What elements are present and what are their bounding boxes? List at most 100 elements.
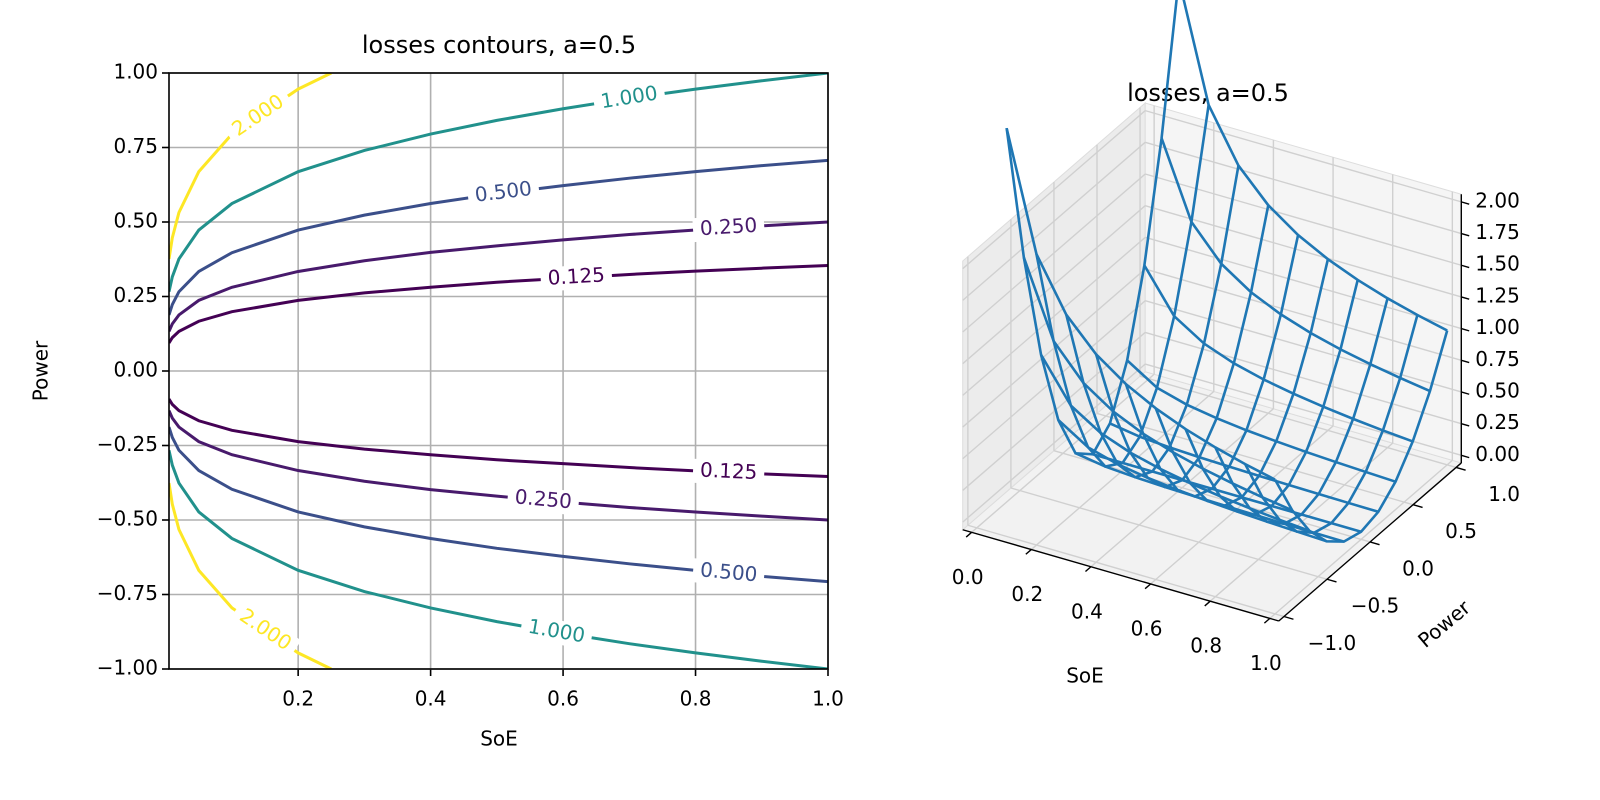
axes-frame xyxy=(168,72,829,670)
contour-label-text: 0.500 xyxy=(699,557,758,586)
grid-line xyxy=(1096,412,1414,506)
contour-label: 1.000 xyxy=(592,81,667,116)
x-axis-label: SoE xyxy=(480,727,518,751)
wire xyxy=(1005,127,1276,481)
tick xyxy=(1461,264,1470,269)
contour-line xyxy=(169,73,828,293)
x-tick-label: 0.2 xyxy=(282,687,314,711)
grid-line xyxy=(962,236,1146,396)
y-tick-label: 0.25 xyxy=(113,283,158,307)
contour-lines xyxy=(169,73,828,669)
label-background xyxy=(692,213,765,243)
contour-line xyxy=(169,73,332,260)
tick xyxy=(1204,600,1211,607)
wire xyxy=(1074,452,1345,543)
label-background xyxy=(506,485,580,516)
wire xyxy=(1182,0,1448,332)
tick xyxy=(1263,617,1271,624)
z-tick-label: 2.00 xyxy=(1475,188,1520,212)
grid-line xyxy=(962,363,1146,523)
grid-line xyxy=(1145,141,1462,235)
contour-line xyxy=(169,426,828,584)
y-tick-label: 0.50 xyxy=(113,209,158,233)
y-tick-label: 1.00 xyxy=(113,60,158,84)
label-background xyxy=(540,263,613,292)
grid-line xyxy=(1145,204,1462,298)
contour-label: 0.500 xyxy=(692,557,766,589)
x-tick-label: 1.0 xyxy=(1250,651,1282,675)
tick xyxy=(1455,466,1466,471)
y-tick-label: 0.5 xyxy=(1445,519,1477,543)
grid-line xyxy=(962,331,1146,491)
grid-line xyxy=(1145,173,1462,266)
grid-line xyxy=(1145,300,1462,393)
contour-line xyxy=(169,449,828,669)
y-tick-label: −0.50 xyxy=(97,507,158,531)
tick xyxy=(1369,541,1380,546)
contour-label: 0.250 xyxy=(692,213,765,243)
y-tick-label: 0.00 xyxy=(113,358,158,382)
y-axis-label: Power xyxy=(29,340,53,401)
wire xyxy=(1039,354,1310,533)
axis-line xyxy=(962,529,1279,622)
label-background xyxy=(222,86,295,147)
contour-label-text: 0.250 xyxy=(699,213,758,241)
tick xyxy=(1461,232,1470,237)
grid-line xyxy=(967,524,1285,618)
x-tick-label: 0.8 xyxy=(680,687,712,711)
label-background xyxy=(519,614,594,651)
wire xyxy=(1160,137,1431,393)
grid-line xyxy=(1145,109,1462,203)
x-tick-label: 0.6 xyxy=(1131,616,1163,640)
y-tick-label: −0.5 xyxy=(1351,594,1400,618)
grid-line xyxy=(1145,236,1462,330)
tick xyxy=(1461,391,1470,395)
contour-line xyxy=(169,220,828,332)
z-tick-label: 0.75 xyxy=(1475,347,1520,371)
grid-line xyxy=(1010,487,1328,580)
grid-line xyxy=(962,268,1146,428)
x-tick-label: 0.2 xyxy=(1011,582,1043,606)
z-tick-label: 1.25 xyxy=(1475,283,1520,307)
z-tick-label: 0.25 xyxy=(1475,410,1520,434)
x-tick-label: 0.4 xyxy=(1071,599,1103,623)
y-tick-label: −1.0 xyxy=(1308,631,1357,655)
tick xyxy=(1461,359,1470,364)
tick xyxy=(1084,566,1092,573)
x-tick-label: 0.6 xyxy=(547,687,579,711)
wire xyxy=(1273,330,1449,543)
z-tick-label: 0.00 xyxy=(1475,442,1520,466)
grid-line xyxy=(962,300,1146,460)
contour-line xyxy=(169,398,828,478)
grid-line xyxy=(962,173,1146,333)
contour-line xyxy=(169,264,828,344)
tick xyxy=(1144,583,1152,590)
chart-title: losses contours, a=0.5 xyxy=(362,31,636,59)
z-tick-label: 1.50 xyxy=(1475,252,1520,276)
y-tick-label: −0.75 xyxy=(97,581,158,605)
label-background xyxy=(692,558,766,589)
contour-line xyxy=(169,482,332,669)
x-tick-label: 1.0 xyxy=(812,687,844,711)
tick xyxy=(1283,615,1294,620)
contour-line xyxy=(169,158,828,316)
grid-line xyxy=(1145,331,1462,425)
contour-label: 0.500 xyxy=(466,176,541,210)
contour-label-text: 0.125 xyxy=(700,458,758,485)
wire xyxy=(1126,359,1396,483)
tick xyxy=(1461,201,1470,205)
y-tick-label: −1.00 xyxy=(97,656,158,680)
tick xyxy=(1461,454,1470,459)
contour-label: 0.250 xyxy=(506,484,580,516)
label-background xyxy=(692,458,765,486)
wire xyxy=(1143,264,1414,443)
grid-line xyxy=(1139,375,1457,469)
label-background xyxy=(466,176,541,210)
x-axis-label: SoE xyxy=(1066,664,1104,688)
tick xyxy=(1412,504,1423,509)
wire xyxy=(1109,422,1379,514)
z-tick-label: 1.00 xyxy=(1475,315,1520,339)
tick xyxy=(965,531,973,538)
tick xyxy=(1461,327,1470,332)
